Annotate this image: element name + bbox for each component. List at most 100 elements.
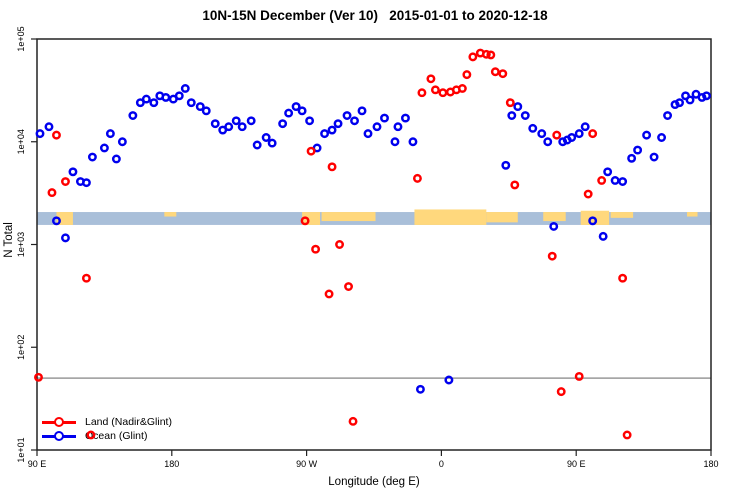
y-tick-label: 1e+02 (16, 335, 26, 360)
data-point (186, 98, 196, 108)
data-point (390, 137, 400, 147)
data-point (426, 74, 436, 84)
data-point (393, 122, 403, 132)
data-point (475, 48, 485, 58)
data-point (231, 116, 241, 126)
data-point (161, 92, 171, 102)
data-point (675, 98, 684, 108)
map-strip-land (543, 212, 566, 222)
data-point (174, 91, 184, 101)
data-point (642, 130, 652, 140)
data-point (520, 111, 530, 120)
data-point (35, 129, 45, 139)
data-point (350, 116, 359, 126)
data-point (246, 116, 256, 126)
data-point (155, 91, 165, 101)
data-point (562, 135, 572, 145)
data-point (567, 133, 577, 142)
map-strip-land (580, 210, 610, 225)
data-point (335, 240, 345, 249)
data-point (588, 129, 598, 139)
data-point (284, 108, 294, 118)
data-point (528, 123, 538, 133)
data-point (583, 189, 593, 199)
data-point (333, 119, 343, 129)
data-point (128, 111, 138, 120)
data-point (327, 162, 337, 172)
legend-entry-land: Land (Nadir&Glint) (42, 415, 172, 429)
data-point (237, 122, 247, 132)
map-strip-land (687, 212, 698, 217)
legend-marker-ocean-icon (42, 430, 76, 442)
data-point (168, 94, 178, 104)
data-point (61, 233, 70, 243)
data-point (81, 273, 91, 283)
data-point (135, 98, 145, 108)
data-point (291, 102, 301, 112)
legend-entry-ocean: Ocean (Glint) (42, 429, 172, 443)
legend: Land (Nadir&Glint) Ocean (Glint) (42, 415, 172, 443)
data-point (444, 375, 454, 385)
data-point (486, 50, 496, 60)
data-point (445, 87, 455, 97)
data-point (300, 216, 310, 226)
legend-label-land: Land (Nadir&Glint) (85, 416, 172, 428)
data-point (691, 89, 701, 99)
data-point (342, 111, 352, 120)
data-point (252, 140, 262, 150)
data-point (52, 216, 61, 226)
data-point (462, 70, 472, 80)
data-point (348, 416, 358, 426)
data-point (61, 177, 70, 186)
data-point (75, 177, 85, 186)
map-strip-land (321, 212, 376, 222)
data-point (501, 160, 511, 170)
data-point (149, 98, 159, 108)
x-tick-label: 180 (164, 459, 179, 469)
data-point (663, 111, 673, 120)
x-axis-label: Longitude (deg E) (328, 476, 420, 488)
data-point (408, 137, 418, 147)
plot-area: 90 E 180 90 W 0 90 E 180 1e+05 1e+04 1e+03 1e+02 1… (16, 26, 719, 469)
data-point (598, 231, 608, 241)
data-point (618, 177, 628, 186)
data-point (670, 100, 680, 110)
data-point (633, 145, 643, 155)
map-strip-land (610, 212, 634, 218)
map-strip-land (486, 212, 518, 223)
data-point (597, 176, 607, 185)
plot-region: Land (Nadir&Glint) Ocean (Glint) 90 E 180… (16, 26, 719, 469)
y-tick-label: 1e+03 (16, 232, 26, 257)
data-point (111, 154, 121, 164)
data-point (649, 152, 659, 162)
y-tick-label: 1e+05 (16, 26, 26, 51)
data-point (537, 129, 547, 139)
data-point (305, 116, 315, 126)
data-point (68, 167, 78, 177)
data-point (417, 88, 427, 98)
data-point (210, 119, 220, 129)
data-point (195, 102, 205, 112)
data-point (52, 130, 61, 140)
data-point (311, 244, 321, 254)
data-point (141, 94, 151, 104)
data-point (312, 143, 322, 153)
data-point (306, 146, 316, 156)
data-point (363, 129, 373, 139)
data-point (105, 129, 115, 139)
data-point (685, 95, 695, 105)
data-point (558, 137, 568, 147)
x-tick-label: 180 (703, 459, 718, 469)
legend-label-ocean: Ocean (Glint) (85, 430, 148, 442)
data-point (34, 372, 43, 382)
data-point (412, 173, 422, 183)
map-strip-land (414, 209, 487, 225)
data-point (556, 387, 566, 397)
data-point (451, 85, 461, 95)
data-point (588, 216, 598, 226)
data-point (627, 153, 637, 163)
data-point (430, 85, 440, 95)
y-tick-label: 1e+04 (16, 129, 26, 154)
data-point (481, 49, 491, 59)
data-point (622, 430, 632, 440)
